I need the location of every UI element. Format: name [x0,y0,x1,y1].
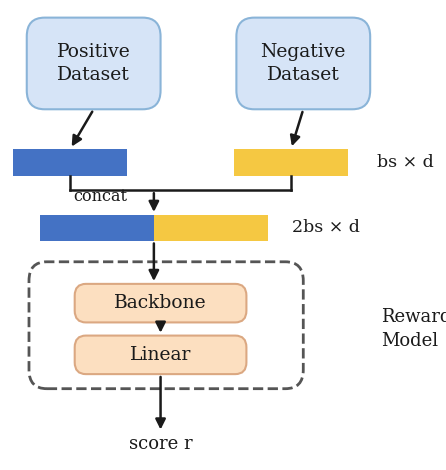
FancyBboxPatch shape [74,336,246,374]
FancyBboxPatch shape [27,18,161,110]
Text: concat: concat [73,188,127,205]
Bar [154,215,268,241]
Text: score r: score r [129,435,192,453]
FancyBboxPatch shape [74,284,246,322]
FancyBboxPatch shape [236,18,370,110]
Bar [40,215,154,241]
Text: Linear: Linear [130,346,191,364]
Text: Reward
Model: Reward Model [381,308,446,350]
Text: Positive
Dataset: Positive Dataset [57,43,131,84]
Text: 2bs × d: 2bs × d [292,219,360,236]
Bar [234,149,348,176]
Text: Negative
Dataset: Negative Dataset [260,43,346,84]
Text: Backbone: Backbone [114,294,207,312]
Text: bs × d: bs × d [377,154,434,171]
Bar [13,149,127,176]
